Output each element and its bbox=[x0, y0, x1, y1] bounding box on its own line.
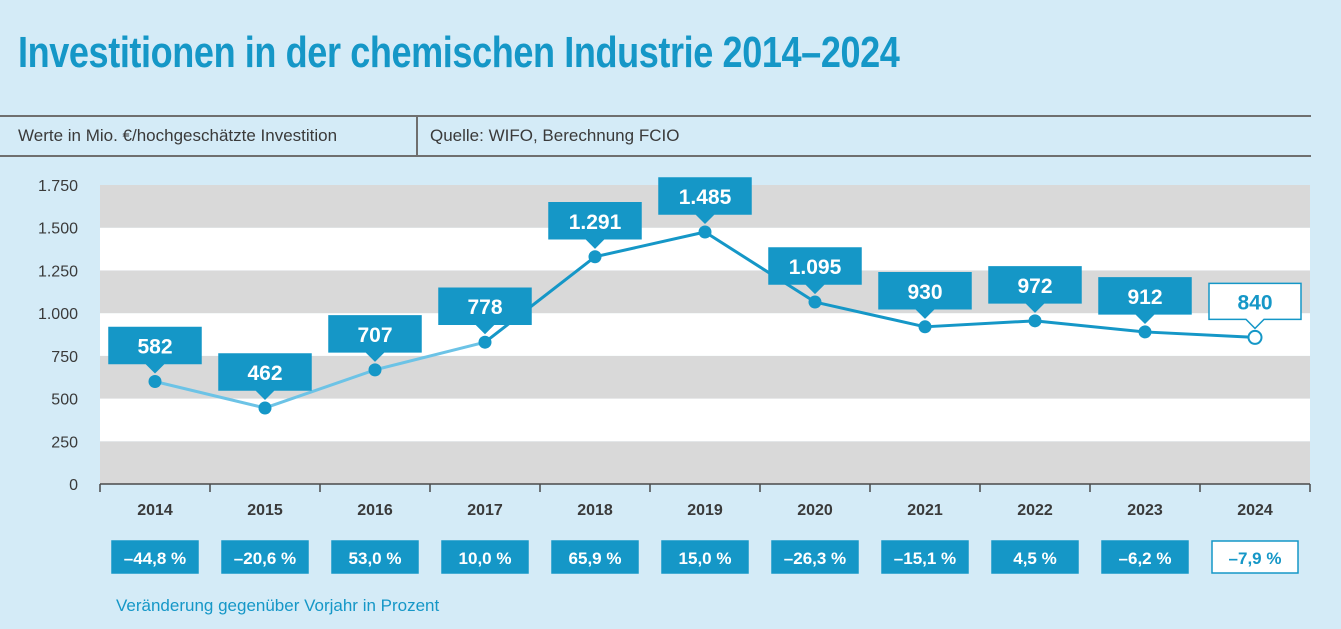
x-tick-label: 2017 bbox=[467, 502, 503, 519]
x-tick-label: 2023 bbox=[1127, 502, 1163, 519]
data-point bbox=[148, 374, 162, 388]
data-point bbox=[808, 295, 822, 309]
change-badge bbox=[771, 540, 859, 574]
grid-band bbox=[100, 441, 1310, 484]
change-label: 53,0 % bbox=[349, 549, 402, 568]
y-tick-label: 750 bbox=[51, 349, 78, 366]
y-tick-label: 1.000 bbox=[38, 306, 78, 323]
value-callout bbox=[1098, 277, 1192, 324]
x-tick-label: 2021 bbox=[907, 502, 943, 519]
chart-title: Investitionen in der chemischen Industri… bbox=[18, 28, 900, 77]
y-tick-label: 500 bbox=[51, 392, 78, 409]
change-label: –15,1 % bbox=[894, 549, 956, 568]
series-line-segment bbox=[153, 379, 267, 410]
change-label: –26,3 % bbox=[784, 549, 846, 568]
data-label: 840 bbox=[1237, 291, 1272, 314]
data-point bbox=[698, 225, 712, 239]
data-point bbox=[918, 320, 932, 334]
value-callout bbox=[108, 326, 202, 374]
value-callout bbox=[328, 315, 422, 362]
data-label: 462 bbox=[247, 362, 282, 385]
data-label: 1.485 bbox=[679, 186, 732, 209]
change-label: 4,5 % bbox=[1013, 549, 1056, 568]
value-callout bbox=[658, 177, 752, 225]
series-line-segment bbox=[813, 300, 927, 329]
y-tick-label: 1.250 bbox=[38, 263, 78, 280]
change-label: –7,9 % bbox=[1229, 549, 1282, 568]
header-divider bbox=[416, 117, 418, 155]
change-badge bbox=[1211, 540, 1299, 574]
change-badge bbox=[331, 540, 419, 574]
units-note: Werte in Mio. €/hochgeschätzte Investiti… bbox=[18, 126, 338, 145]
change-badge bbox=[221, 540, 309, 574]
change-badge bbox=[111, 540, 199, 574]
source-note: Quelle: WIFO, Berechnung FCIO bbox=[430, 126, 680, 145]
series-line-segment bbox=[593, 230, 707, 259]
value-callout bbox=[438, 287, 532, 335]
x-tick-label: 2015 bbox=[247, 502, 283, 519]
data-label: 1.291 bbox=[569, 211, 622, 234]
value-callout bbox=[1208, 282, 1302, 330]
data-point bbox=[1138, 325, 1152, 339]
data-label: 972 bbox=[1017, 275, 1052, 298]
change-badge bbox=[1101, 540, 1189, 574]
data-point bbox=[478, 335, 492, 349]
change-label: –20,6 % bbox=[234, 549, 296, 568]
series-line-segment bbox=[263, 368, 377, 410]
data-point bbox=[1247, 329, 1263, 345]
change-badge bbox=[881, 540, 969, 574]
y-tick-label: 1.500 bbox=[38, 221, 78, 238]
data-label: 582 bbox=[137, 335, 172, 358]
header-rule-bottom bbox=[0, 155, 1311, 157]
data-point bbox=[588, 250, 602, 264]
data-point bbox=[368, 363, 382, 377]
x-tick-label: 2016 bbox=[357, 502, 393, 519]
change-label: 65,9 % bbox=[569, 549, 622, 568]
value-callout bbox=[548, 202, 642, 249]
y-tick-label: 250 bbox=[51, 434, 78, 451]
change-badge bbox=[661, 540, 749, 574]
change-label: 10,0 % bbox=[459, 549, 512, 568]
data-point bbox=[1028, 314, 1042, 328]
header-rule-top bbox=[0, 115, 1311, 117]
value-callout bbox=[768, 247, 862, 295]
change-label: –44,8 % bbox=[124, 549, 186, 568]
change-caption: Veränderung gegenüber Vorjahr in Prozent bbox=[116, 596, 440, 615]
series-line-segment bbox=[373, 340, 487, 372]
series-line-segment bbox=[1033, 319, 1147, 334]
y-tick-label: 1.750 bbox=[38, 178, 78, 195]
data-point bbox=[258, 401, 272, 415]
data-label: 707 bbox=[357, 324, 392, 347]
x-tick-label: 2020 bbox=[797, 502, 833, 519]
series-line-segment bbox=[703, 230, 817, 304]
change-badge bbox=[441, 540, 529, 574]
data-label: 1.095 bbox=[789, 256, 842, 279]
grid-band bbox=[100, 313, 1310, 356]
value-callout bbox=[988, 266, 1082, 313]
x-tick-label: 2014 bbox=[137, 502, 173, 519]
series-line-segment bbox=[923, 319, 1037, 329]
value-callout bbox=[218, 353, 312, 401]
y-tick-label: 0 bbox=[69, 477, 78, 494]
grid-band bbox=[100, 398, 1310, 442]
x-tick-label: 2022 bbox=[1017, 502, 1053, 519]
change-badge bbox=[991, 540, 1079, 574]
x-tick-label: 2018 bbox=[577, 502, 613, 519]
change-label: 15,0 % bbox=[679, 549, 732, 568]
series-line-segment bbox=[483, 255, 597, 344]
data-label: 912 bbox=[1127, 286, 1162, 309]
change-label: –6,2 % bbox=[1119, 549, 1172, 568]
data-label: 930 bbox=[907, 281, 942, 304]
series-line-segment bbox=[1143, 330, 1257, 339]
data-label: 778 bbox=[467, 296, 502, 319]
change-badge bbox=[551, 540, 639, 574]
value-callout bbox=[878, 272, 972, 319]
x-tick-label: 2024 bbox=[1237, 502, 1273, 519]
x-tick-label: 2019 bbox=[687, 502, 723, 519]
